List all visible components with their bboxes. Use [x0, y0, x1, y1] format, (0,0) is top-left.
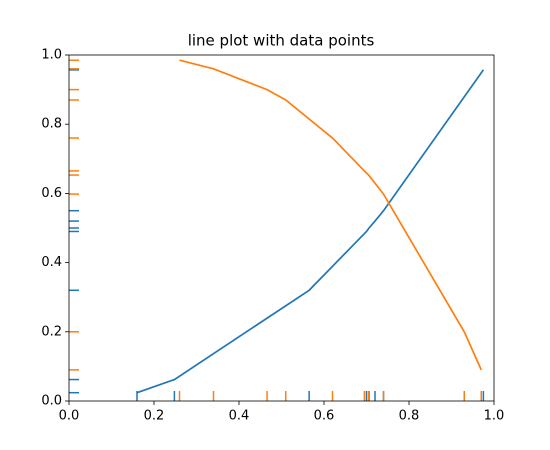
chart-title: line plot with data points — [188, 32, 375, 50]
x-tick-label: 0.2 — [144, 409, 165, 424]
y-tick-label: 1.0 — [41, 48, 62, 63]
line — [179, 59, 483, 371]
y-tick-label: 0.4 — [41, 255, 62, 270]
line — [136, 69, 485, 394]
y-tick-label: 0.6 — [41, 186, 62, 201]
x-tick-label: 0.6 — [314, 409, 335, 424]
x-tick-label: 0.0 — [59, 409, 80, 424]
x-tick-label: 0.8 — [399, 409, 420, 424]
x-tick-label: 0.4 — [229, 409, 250, 424]
y-tick-label: 0.8 — [41, 117, 62, 132]
y-tick-label: 0.2 — [41, 324, 62, 339]
x-tick-label: 1.0 — [484, 409, 505, 424]
y-tick-label: 0.0 — [41, 394, 62, 409]
plot-frame — [68, 54, 495, 402]
